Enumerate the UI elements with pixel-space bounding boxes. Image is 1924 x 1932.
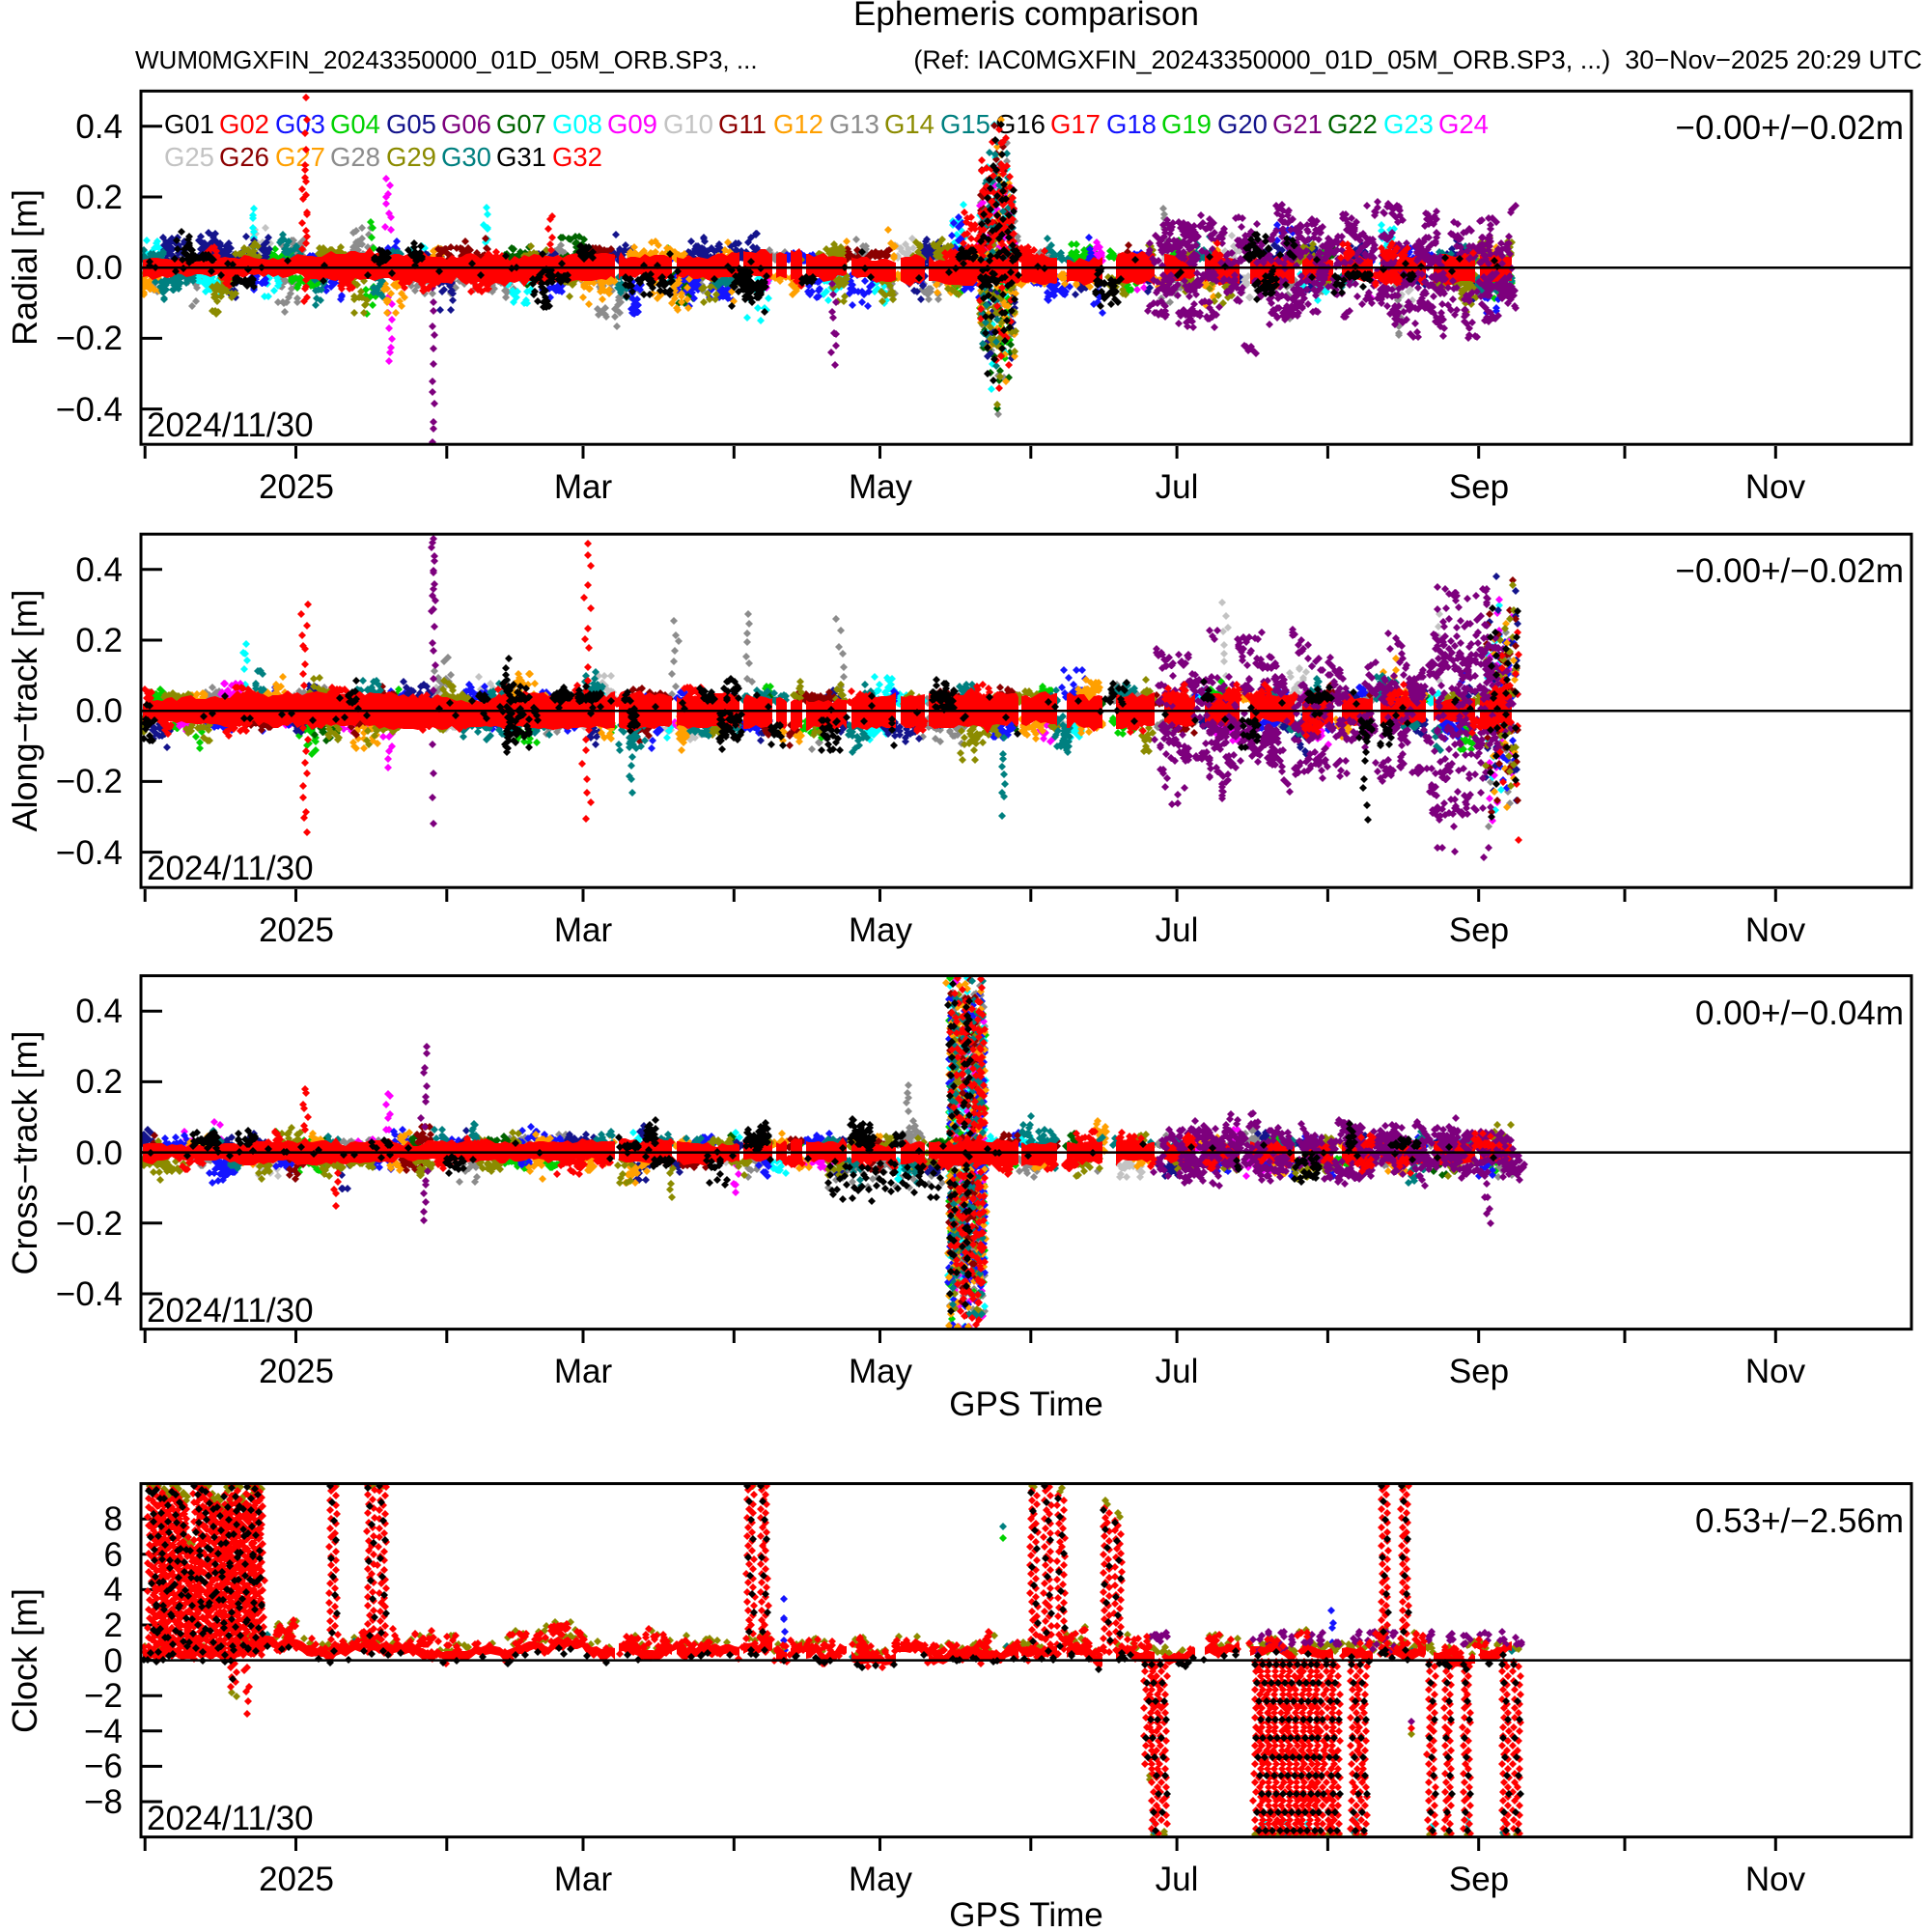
svg-text:G03: G03 <box>275 109 325 139</box>
svg-text:2024/11/30: 2024/11/30 <box>147 1292 314 1330</box>
svg-text:G26: G26 <box>219 142 269 172</box>
svg-text:−0.4: −0.4 <box>56 391 123 429</box>
svg-text:6: 6 <box>104 1536 123 1574</box>
svg-text:G01: G01 <box>164 109 214 139</box>
svg-text:0.0: 0.0 <box>75 1134 123 1172</box>
svg-text:−0.00+/−0.02m: −0.00+/−0.02m <box>1676 109 1904 147</box>
svg-text:2024/11/30: 2024/11/30 <box>147 850 314 887</box>
svg-text:2024/11/30: 2024/11/30 <box>147 406 314 444</box>
svg-text:G18: G18 <box>1106 109 1157 139</box>
svg-text:G08: G08 <box>552 109 602 139</box>
svg-text:Cross−track [m]: Cross−track [m] <box>5 1030 44 1274</box>
svg-text:Nov: Nov <box>1745 1861 1806 1898</box>
svg-text:Clock [m]: Clock [m] <box>5 1588 44 1733</box>
svg-text:GPS Time: GPS Time <box>949 1896 1102 1932</box>
svg-text:2: 2 <box>104 1607 123 1644</box>
svg-text:4: 4 <box>104 1571 123 1609</box>
svg-text:G19: G19 <box>1161 109 1212 139</box>
svg-text:2024/11/30: 2024/11/30 <box>147 1800 314 1837</box>
svg-text:−0.2: −0.2 <box>56 1205 123 1243</box>
svg-text:0.4: 0.4 <box>75 551 123 589</box>
svg-text:Nov: Nov <box>1745 468 1806 506</box>
svg-text:G30: G30 <box>441 142 491 172</box>
svg-text:G25: G25 <box>164 142 214 172</box>
svg-text:G14: G14 <box>884 109 934 139</box>
svg-text:G32: G32 <box>552 142 602 172</box>
svg-text:0.0: 0.0 <box>75 692 123 730</box>
svg-text:(Ref: IAC0MGXFIN_20243350000_0: (Ref: IAC0MGXFIN_20243350000_01D_05M_ORB… <box>913 45 1922 74</box>
svg-text:G12: G12 <box>773 109 823 139</box>
svg-text:G10: G10 <box>663 109 713 139</box>
svg-text:Sep: Sep <box>1449 468 1509 506</box>
svg-text:G13: G13 <box>829 109 879 139</box>
svg-text:G21: G21 <box>1272 109 1323 139</box>
svg-text:G07: G07 <box>496 109 546 139</box>
svg-text:G29: G29 <box>386 142 436 172</box>
svg-text:Along−track [m]: Along−track [m] <box>5 589 44 831</box>
svg-text:GPS Time: GPS Time <box>949 1386 1102 1423</box>
svg-text:0.0: 0.0 <box>75 249 123 287</box>
svg-text:−2: −2 <box>84 1677 123 1715</box>
svg-text:8: 8 <box>104 1500 123 1538</box>
svg-text:−8: −8 <box>84 1783 123 1821</box>
svg-text:−0.4: −0.4 <box>56 834 123 872</box>
svg-text:G04: G04 <box>330 109 380 139</box>
svg-text:0.4: 0.4 <box>75 108 123 146</box>
svg-text:G22: G22 <box>1327 109 1378 139</box>
svg-text:Jul: Jul <box>1156 911 1199 949</box>
svg-text:G11: G11 <box>718 109 767 139</box>
svg-text:G09: G09 <box>607 109 657 139</box>
svg-text:2025: 2025 <box>259 911 334 949</box>
svg-text:0.00+/−0.04m: 0.00+/−0.04m <box>1695 994 1904 1032</box>
svg-text:May: May <box>849 1353 913 1390</box>
svg-text:G24: G24 <box>1438 109 1489 139</box>
svg-text:G05: G05 <box>386 109 436 139</box>
svg-text:2025: 2025 <box>259 1353 334 1390</box>
svg-text:Jul: Jul <box>1156 1861 1199 1898</box>
svg-text:2025: 2025 <box>259 1861 334 1898</box>
svg-text:0.2: 0.2 <box>75 179 123 216</box>
svg-text:G23: G23 <box>1383 109 1434 139</box>
svg-text:−0.2: −0.2 <box>56 763 123 800</box>
svg-text:Nov: Nov <box>1745 911 1806 949</box>
svg-text:−4: −4 <box>84 1713 123 1750</box>
svg-text:0.2: 0.2 <box>75 622 123 659</box>
svg-text:Mar: Mar <box>554 1353 613 1390</box>
svg-text:Sep: Sep <box>1449 1861 1509 1898</box>
svg-text:0: 0 <box>104 1642 123 1680</box>
svg-text:G28: G28 <box>330 142 380 172</box>
svg-text:G06: G06 <box>441 109 491 139</box>
svg-text:Nov: Nov <box>1745 1353 1806 1390</box>
svg-text:−6: −6 <box>84 1748 123 1785</box>
svg-text:Mar: Mar <box>554 911 613 949</box>
svg-text:G15: G15 <box>940 109 990 139</box>
svg-text:−0.4: −0.4 <box>56 1275 123 1313</box>
svg-text:2025: 2025 <box>259 468 334 506</box>
svg-text:Mar: Mar <box>554 468 613 506</box>
svg-text:−0.2: −0.2 <box>56 320 123 357</box>
svg-text:Sep: Sep <box>1449 911 1509 949</box>
svg-text:G02: G02 <box>219 109 269 139</box>
svg-text:G27: G27 <box>275 142 325 172</box>
svg-text:May: May <box>849 911 913 949</box>
svg-text:Sep: Sep <box>1449 1353 1509 1390</box>
svg-text:WUM0MGXFIN_20243350000_01D_05M: WUM0MGXFIN_20243350000_01D_05M_ORB.SP3, … <box>135 45 758 74</box>
svg-text:Jul: Jul <box>1156 468 1199 506</box>
svg-text:−0.00+/−0.02m: −0.00+/−0.02m <box>1676 552 1904 590</box>
svg-text:May: May <box>849 468 913 506</box>
svg-text:G31: G31 <box>496 142 546 172</box>
svg-text:Ephemeris comparison: Ephemeris comparison <box>853 0 1199 33</box>
svg-text:0.4: 0.4 <box>75 993 123 1030</box>
svg-text:May: May <box>849 1861 913 1898</box>
svg-text:G17: G17 <box>1050 109 1101 139</box>
svg-text:Mar: Mar <box>554 1861 613 1898</box>
svg-text:0.53+/−2.56m: 0.53+/−2.56m <box>1695 1502 1904 1540</box>
svg-text:0.2: 0.2 <box>75 1063 123 1101</box>
svg-text:G20: G20 <box>1217 109 1268 139</box>
svg-text:Jul: Jul <box>1156 1353 1199 1390</box>
svg-text:Radial [m]: Radial [m] <box>5 189 44 346</box>
